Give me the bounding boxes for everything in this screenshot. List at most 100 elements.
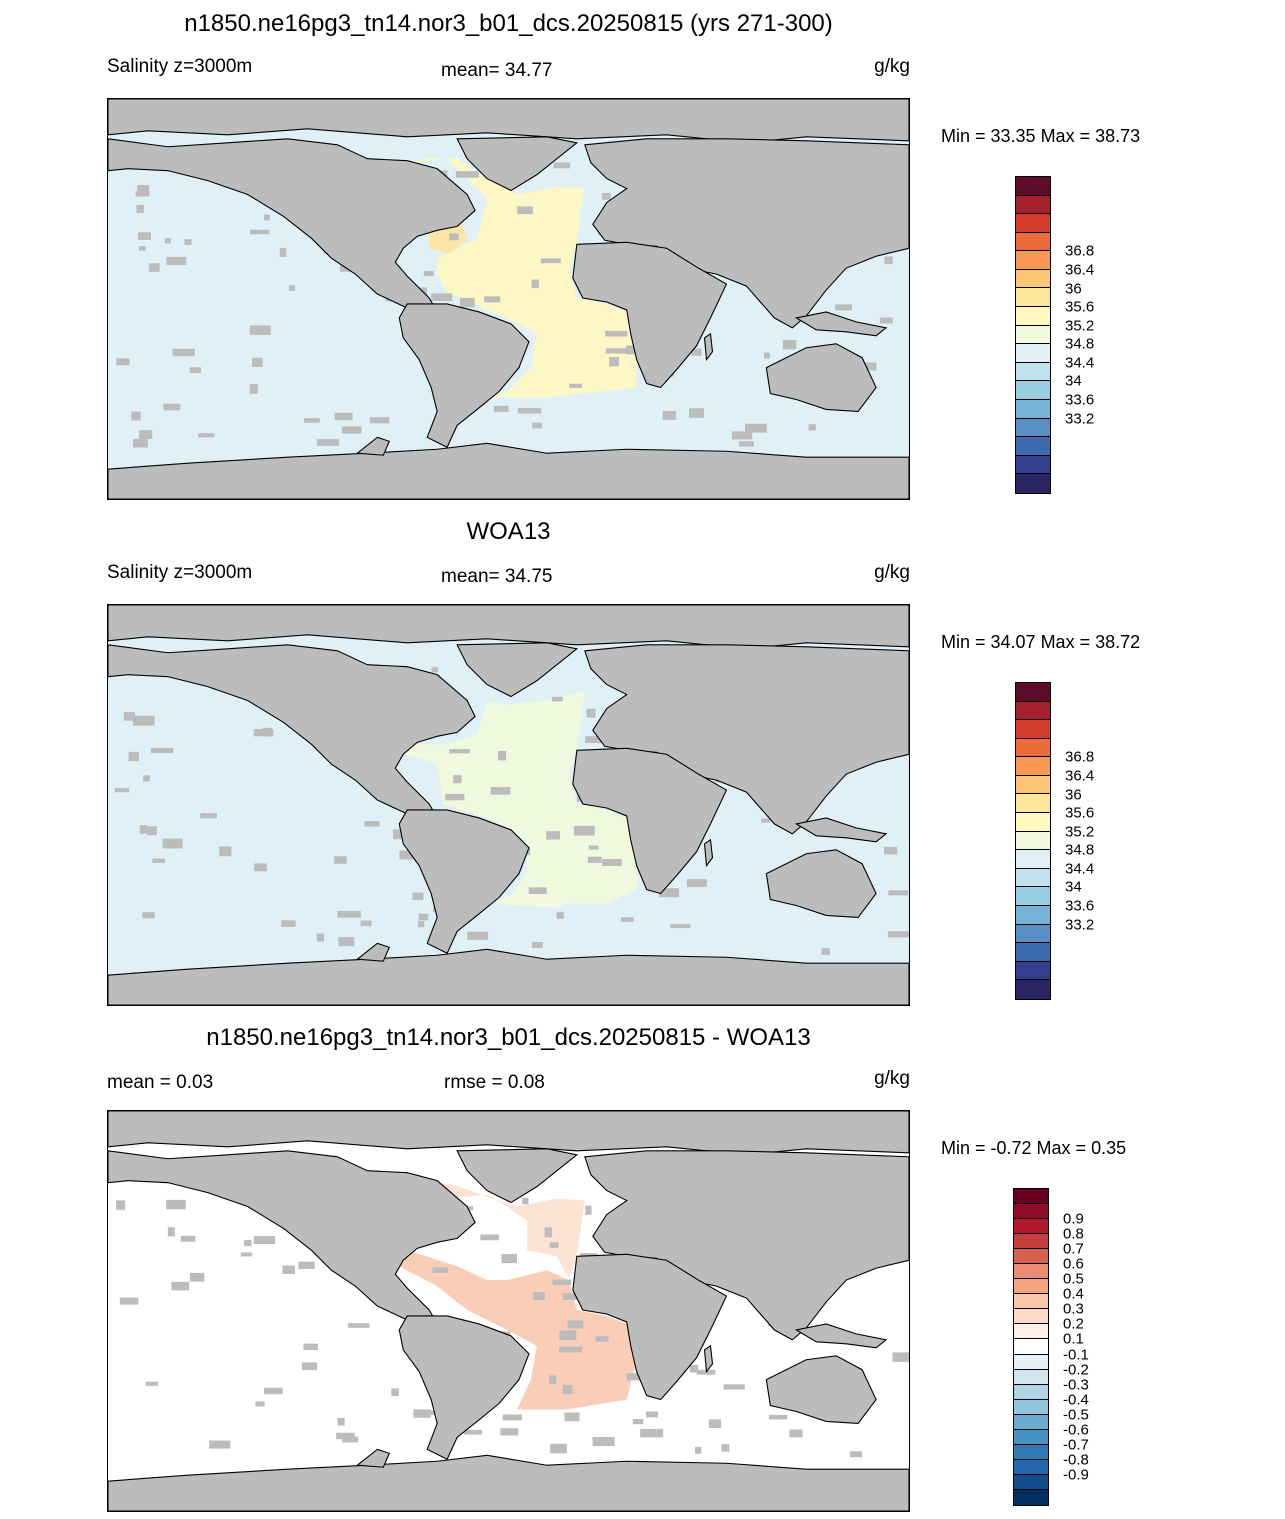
- masked-patch: [540, 258, 561, 264]
- masked-patch: [288, 285, 296, 291]
- panel-title: WOA13: [466, 518, 551, 545]
- masked-patch: [659, 888, 680, 898]
- panel-observations: WOA13 Salinity z=3000m mean= 34.75 g/kg …: [0, 506, 1285, 1012]
- masked-patch: [418, 913, 429, 921]
- land-mass: [355, 942, 391, 962]
- masked-patch: [449, 233, 459, 241]
- land-mass: [108, 948, 909, 1005]
- masked-patch: [467, 931, 489, 940]
- land-mass: [355, 1448, 391, 1468]
- colorbar-label: 33.6: [1065, 391, 1095, 409]
- masked-patch: [761, 818, 771, 823]
- masked-patch: [782, 339, 797, 350]
- masked-patch: [455, 171, 479, 178]
- masked-patch: [632, 1419, 644, 1425]
- colorbar-swatch: [1016, 381, 1050, 400]
- colorbar: 36.8 36.4 36 35.6 35.2 34.8 34.4 34 33.6 33.2: [1015, 682, 1094, 1000]
- colorbar-swatch: [1016, 325, 1050, 345]
- colorbar-swatch: [1016, 905, 1050, 925]
- masked-patch: [620, 917, 634, 922]
- masked-patch: [252, 357, 263, 367]
- colorbar-swatch: [1016, 924, 1050, 944]
- masked-patch: [502, 1414, 522, 1421]
- masked-patch: [143, 775, 150, 782]
- colorbar-swatch: [1016, 850, 1050, 869]
- masked-patch: [369, 417, 390, 424]
- masked-patch: [336, 1432, 355, 1440]
- masked-patch: [517, 206, 533, 215]
- masked-patch: [148, 263, 160, 272]
- masked-patch: [768, 1414, 788, 1420]
- masked-patch: [559, 1330, 577, 1341]
- masked-patch: [298, 1261, 315, 1270]
- masked-patch: [391, 1388, 399, 1397]
- colorbar-swatch: [1014, 1264, 1048, 1280]
- colorbar-swatch: [1016, 683, 1050, 702]
- land-mass: [398, 1315, 530, 1461]
- masked-patch: [552, 696, 563, 702]
- colorbar-swatch: [1014, 1414, 1048, 1430]
- colorbar-swatch: [1016, 868, 1050, 888]
- masked-patch: [546, 831, 560, 840]
- colorbar: 36.8 36.4 36 35.6 35.2 34.8 34.4 34 33.6 33.2: [1015, 176, 1094, 494]
- masked-patch: [528, 887, 547, 894]
- masked-patch: [670, 924, 691, 929]
- masked-patch: [316, 439, 340, 446]
- masked-patch: [553, 162, 571, 169]
- masked-patch: [592, 1436, 615, 1447]
- colorbar-label: 33.2: [1065, 916, 1095, 934]
- land-mass: [703, 838, 714, 868]
- land-mass: [108, 1454, 909, 1511]
- masked-patch: [139, 825, 147, 834]
- land-mass: [108, 605, 909, 650]
- colorbar: 0.9 0.8 0.7 0.6 0.5 0.4 0.3 0.2 0.1 -0.1 -0.2 -0.3-…: [1013, 1188, 1089, 1506]
- masked-patch: [219, 846, 232, 857]
- map-canvas: [108, 1111, 909, 1511]
- salinity-map: [107, 98, 910, 500]
- masked-patch: [119, 1297, 139, 1305]
- atlantic-anomaly-region: [319, 1250, 637, 1410]
- colorbar-label: 36: [1065, 786, 1082, 804]
- panel-variable-label: Salinity z=3000m: [107, 56, 253, 77]
- masked-patch: [162, 838, 183, 849]
- masked-patch: [131, 411, 141, 421]
- masked-patch: [544, 1227, 553, 1238]
- land-mass: [584, 644, 909, 835]
- masked-patch: [808, 424, 816, 431]
- masked-patch: [198, 433, 215, 438]
- colorbar-label: 0.3: [1063, 1300, 1084, 1318]
- colorbar-swatch: [1016, 738, 1050, 758]
- colorbar-swatch: [1014, 1384, 1048, 1400]
- masked-patch: [484, 296, 501, 303]
- masked-patch: [689, 408, 704, 418]
- colorbar-label: -0.8: [1063, 1451, 1089, 1469]
- masked-patch: [254, 863, 267, 872]
- land-mass: [703, 332, 714, 362]
- colorbar-swatch: [1016, 757, 1050, 776]
- colorbar-swatch: [1016, 701, 1050, 721]
- panel-model: n1850.ne16pg3_tn14.nor3_b01_dcs.20250815…: [0, 0, 1285, 506]
- colorbar-label: 34.4: [1065, 354, 1095, 372]
- masked-patch: [132, 715, 155, 726]
- masked-patch: [549, 1242, 559, 1248]
- colorbar-label: 0.7: [1063, 1240, 1084, 1258]
- colorbar-swatch: [1016, 344, 1050, 363]
- panel-mean-label: mean= 34.77: [441, 60, 553, 81]
- colorbar-swatch: [1014, 1204, 1048, 1220]
- land-mass: [584, 1150, 909, 1341]
- masked-patch: [731, 431, 753, 440]
- masked-patch: [721, 1444, 730, 1452]
- colorbar-swatch: [1016, 195, 1050, 215]
- masked-patch: [480, 1234, 499, 1241]
- panel-units-label: g/kg: [874, 56, 910, 77]
- colorbar-swatch: [1016, 474, 1050, 493]
- masked-patch: [626, 1373, 641, 1381]
- colorbar-label: 34.8: [1065, 335, 1095, 353]
- masked-patch: [114, 788, 130, 793]
- masked-patch: [184, 239, 192, 245]
- colorbar-label: 0.5: [1063, 1270, 1084, 1288]
- panel-units-label: g/kg: [874, 562, 910, 583]
- masked-patch: [189, 367, 201, 374]
- colorbar-label: 34: [1065, 372, 1082, 390]
- land-mass: [108, 1150, 476, 1329]
